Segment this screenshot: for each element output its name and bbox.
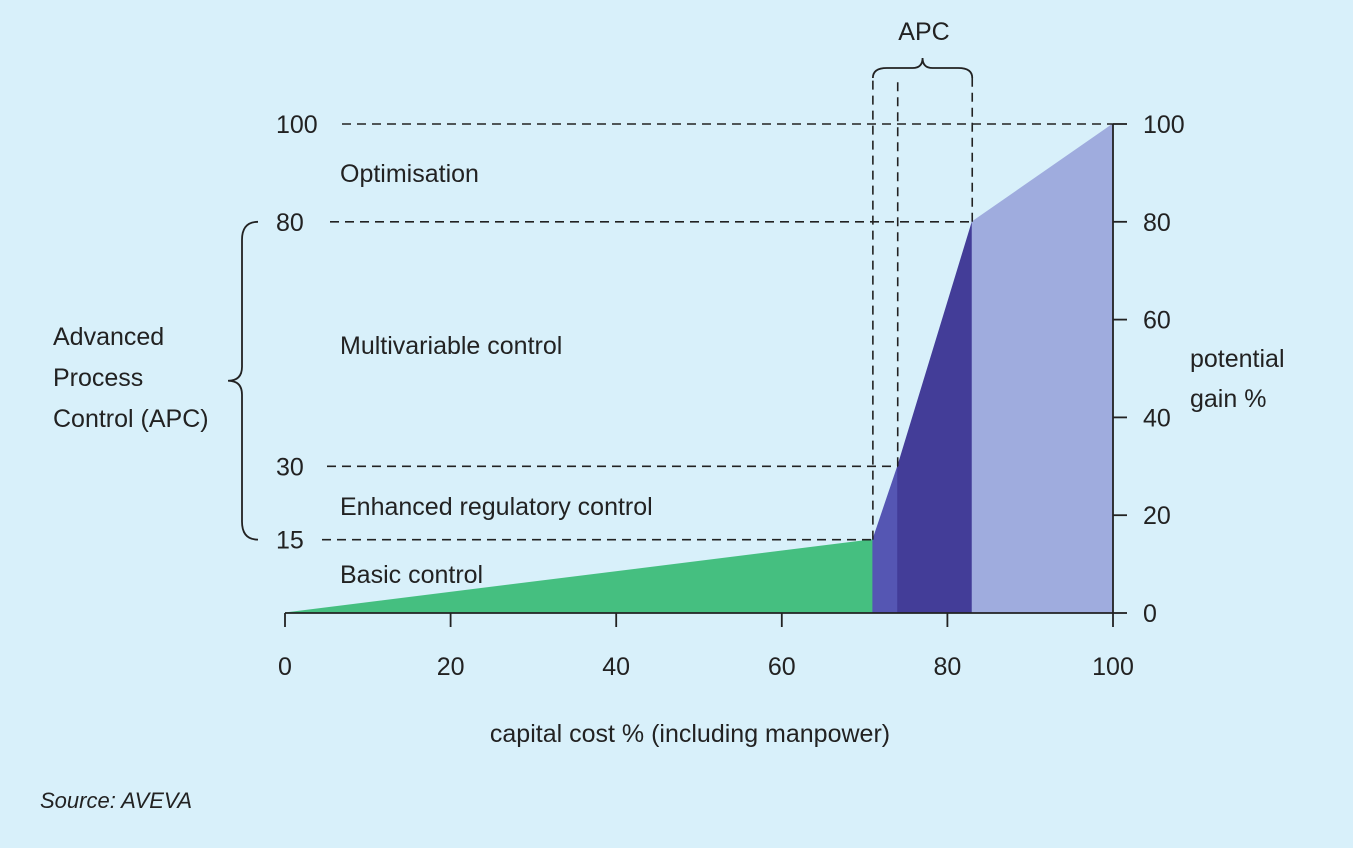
left-tick-label-80: 80 — [276, 209, 304, 237]
top-brace — [871, 57, 974, 79]
apc-top-label: APC — [898, 18, 949, 46]
apc-bracket-label-line1: Advanced — [53, 323, 164, 351]
apc-bracket-label-line2: Process — [53, 364, 143, 392]
x-tick-label-80: 80 — [933, 653, 961, 681]
brackets — [227, 57, 974, 541]
y-tick-label-40: 40 — [1143, 404, 1171, 432]
band-label-1: Multivariable control — [340, 332, 562, 360]
y-tick-label-80: 80 — [1143, 209, 1171, 237]
axes — [284, 123, 1127, 627]
y-tick-label-20: 20 — [1143, 502, 1171, 530]
band-label-2: Enhanced regulatory control — [340, 493, 653, 521]
y-tick-label-0: 0 — [1143, 600, 1157, 628]
dashed-guide-lines — [322, 78, 1113, 541]
x-axis-label: capital cost % (including manpower) — [490, 720, 890, 748]
y-axis-label-line1: potential — [1190, 345, 1285, 373]
area-segment-3 — [971, 123, 1114, 614]
left-tick-label-100: 100 — [276, 111, 318, 139]
area-segment-1 — [872, 466, 899, 614]
x-tick-label-40: 40 — [602, 653, 630, 681]
x-tick-label-60: 60 — [768, 653, 796, 681]
area-segment-2 — [897, 221, 973, 614]
source-note: Source: AVEVA — [40, 788, 193, 813]
left-tick-label-15: 15 — [276, 527, 304, 555]
y-tick-label-100: 100 — [1143, 111, 1185, 139]
y-tick-label-60: 60 — [1143, 307, 1171, 335]
apc-bracket-label-line3: Control (APC) — [53, 405, 209, 433]
x-tick-label-0: 0 — [278, 653, 292, 681]
band-label-0: Optimisation — [340, 160, 479, 188]
y-axis-label-line2: gain % — [1190, 385, 1266, 413]
tick-labels: 0 20 40 60 80 100 0 20 40 60 80 100 15 30 80 100 — [276, 111, 1185, 681]
x-tick-label-100: 100 — [1092, 653, 1134, 681]
band-label-3: Basic control — [340, 561, 483, 589]
left-tick-label-30: 30 — [276, 453, 304, 481]
x-tick-label-20: 20 — [437, 653, 465, 681]
area-fills — [284, 123, 1114, 614]
band-labels: Optimisation Multivariable control Enhance… — [340, 160, 653, 589]
left-brace — [227, 220, 259, 541]
